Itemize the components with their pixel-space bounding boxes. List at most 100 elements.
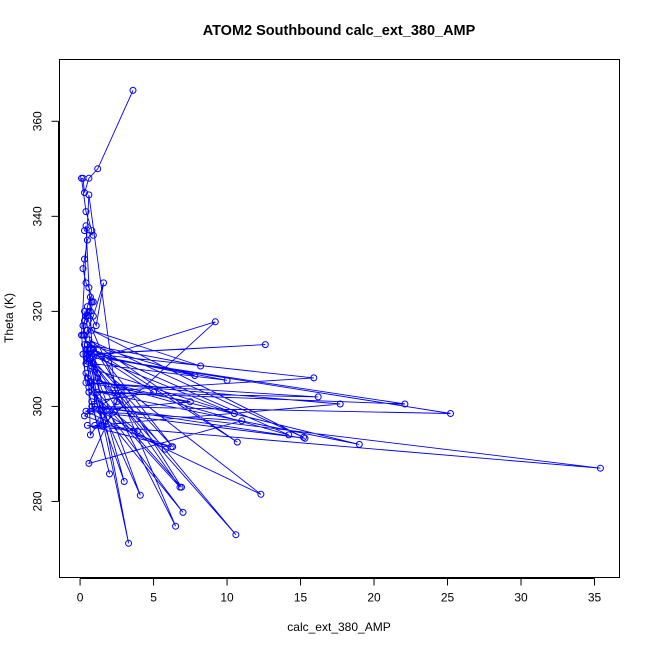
data-point [83,421,91,429]
data-point [355,440,363,448]
data-point [301,434,309,442]
data-point [285,431,293,439]
y-tick-label: 280 [31,491,45,511]
x-tick-label: 5 [150,591,157,605]
x-axis: 0 5 10 15 20 25 30 35 [77,578,602,605]
data-point [83,326,91,334]
data-point [150,388,158,396]
y-tick-label: 340 [31,206,45,226]
data-point [336,400,344,408]
data-point [88,298,96,306]
data-point [82,208,90,216]
data-point [161,445,169,453]
data-point [596,464,604,472]
data-point [232,531,240,539]
x-tick-label: 10 [220,591,234,605]
data-point [97,407,105,415]
data-point [176,483,184,491]
data-point [86,293,94,301]
data-point [79,322,87,330]
x-axis-label: calc_ext_380_AMP [287,620,390,634]
x-tick-label: 0 [77,591,84,605]
data-point [91,421,99,429]
data-point [81,227,88,235]
data-point [81,412,88,420]
data-point [83,355,91,363]
data-point [85,383,93,391]
data-point [233,438,241,446]
data-point [97,417,105,425]
data-point [136,491,144,499]
data-point [81,255,88,263]
x-tick-label: 35 [588,591,602,605]
data-point [83,345,91,353]
data-point [310,374,318,382]
data-point [447,410,454,417]
data-point [83,236,91,244]
data-point [125,539,133,547]
data-point [186,398,194,406]
data-point [314,393,322,401]
data-point [85,284,93,292]
data-point [92,322,100,330]
data-point [98,421,106,429]
data-point [82,369,90,377]
data-point [89,231,97,239]
data-point [117,388,125,396]
y-tick-label: 360 [31,111,45,131]
data-point [179,508,187,516]
data-point [401,400,409,408]
data-point [78,174,85,182]
data-point [133,427,141,435]
x-tick-label: 15 [294,591,308,605]
data-point [88,402,96,410]
data-point [91,402,99,410]
data-point [89,312,97,320]
x-tick-label: 20 [367,591,381,605]
data-point [103,355,110,363]
y-axis: 280 300 320 340 360 [31,111,59,511]
data-point [106,470,113,478]
data-point [88,326,96,334]
data-point [257,490,265,498]
data-point [86,355,94,363]
data-point [78,331,85,339]
data-point [129,86,137,94]
data-point [230,410,238,417]
data-point [81,307,88,315]
data-point [82,407,90,415]
data-point [85,307,93,315]
data-point [261,341,269,349]
x-tick-label: 25 [441,591,455,605]
data-point [238,417,246,425]
data-point [88,341,96,349]
data-point [120,478,128,485]
data-point [94,374,102,382]
data-point [86,407,94,415]
series-line [80,90,601,544]
data-point [83,341,91,349]
data-point [81,317,88,325]
data-point [85,388,93,396]
data-point [191,372,199,379]
data-point [83,374,91,382]
chart-title: ATOM2 Southbound calc_ext_380_AMP [203,23,476,39]
x-tick-label: 30 [514,591,528,605]
series-layer [78,86,604,547]
y-tick-label: 320 [31,301,45,321]
data-point [223,376,231,384]
data-point [79,265,87,273]
plot-area [59,59,620,578]
data-point [197,362,205,370]
y-tick-label: 300 [31,396,45,416]
data-point [86,431,94,439]
data-point [88,227,96,235]
y-axis-label: Theta (K) [2,293,16,343]
data-point [85,379,93,387]
data-point [82,222,90,230]
data-point [167,443,175,451]
data-point [211,318,219,326]
data-point [172,522,180,530]
data-point [94,369,102,377]
